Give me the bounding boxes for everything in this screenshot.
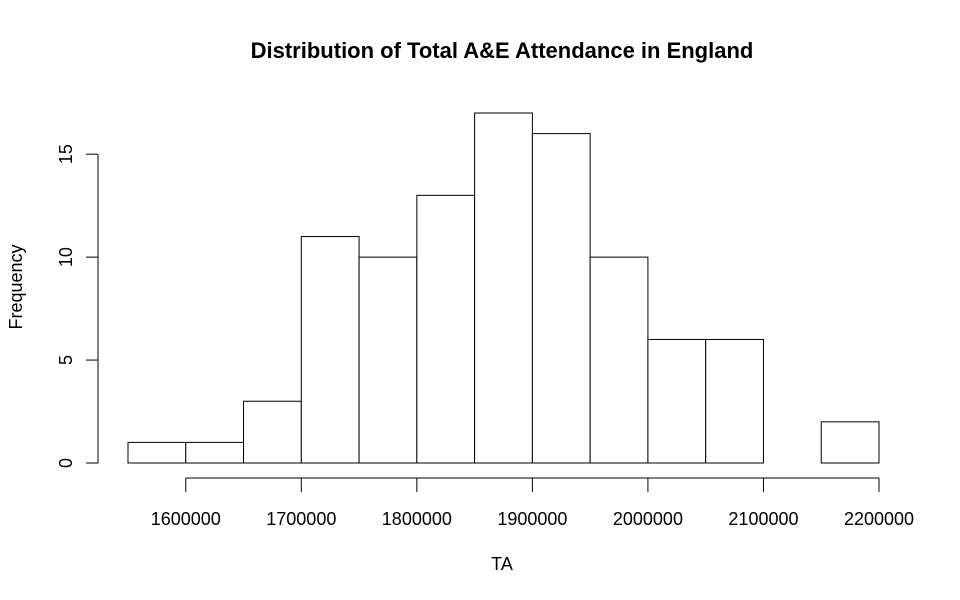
y-tick-label: 10: [56, 247, 76, 267]
chart-title: Distribution of Total A&E Attendance in …: [251, 38, 754, 63]
y-tick-label: 5: [56, 355, 76, 365]
histogram-bar: [127, 441, 187, 464]
y-tick-label: 0: [56, 458, 76, 468]
histogram-bar: [474, 112, 533, 464]
histogram-bar: [820, 421, 880, 464]
x-tick-label: 1900000: [497, 509, 567, 529]
histogram-bars: [127, 112, 880, 464]
y-tick-label: 15: [56, 144, 76, 164]
histogram-bar: [416, 194, 476, 464]
histogram-bar: [185, 441, 245, 464]
x-axis: 1600000 1700000 1800000 1900000 2000000 21000…: [151, 477, 914, 529]
x-axis-label: TA: [491, 554, 513, 574]
histogram-bar: [300, 236, 360, 464]
y-axis-label: Frequency: [6, 244, 26, 329]
histogram-bar: [358, 256, 418, 464]
histogram-bar: [531, 133, 591, 464]
histogram-bar: [647, 338, 707, 464]
x-tick-label: 1600000: [151, 509, 221, 529]
histogram-bar: [589, 256, 649, 464]
x-tick-label: 2000000: [613, 509, 683, 529]
x-tick-label: 1800000: [382, 509, 452, 529]
x-tick-label: 2200000: [844, 509, 914, 529]
histogram-bar: [705, 338, 764, 464]
y-axis: 0 5 10 15: [56, 144, 99, 468]
x-tick-label: 2100000: [728, 509, 798, 529]
histogram-bar: [243, 400, 302, 464]
x-tick-label: 1700000: [266, 509, 336, 529]
